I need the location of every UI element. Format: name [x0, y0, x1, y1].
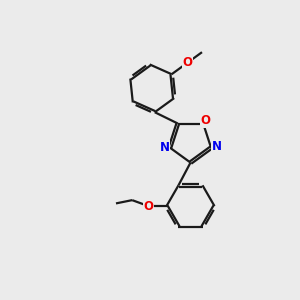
Text: O: O	[143, 200, 154, 213]
Text: O: O	[200, 114, 210, 127]
Text: N: N	[160, 141, 170, 154]
Text: O: O	[182, 56, 192, 69]
Text: N: N	[212, 140, 221, 153]
